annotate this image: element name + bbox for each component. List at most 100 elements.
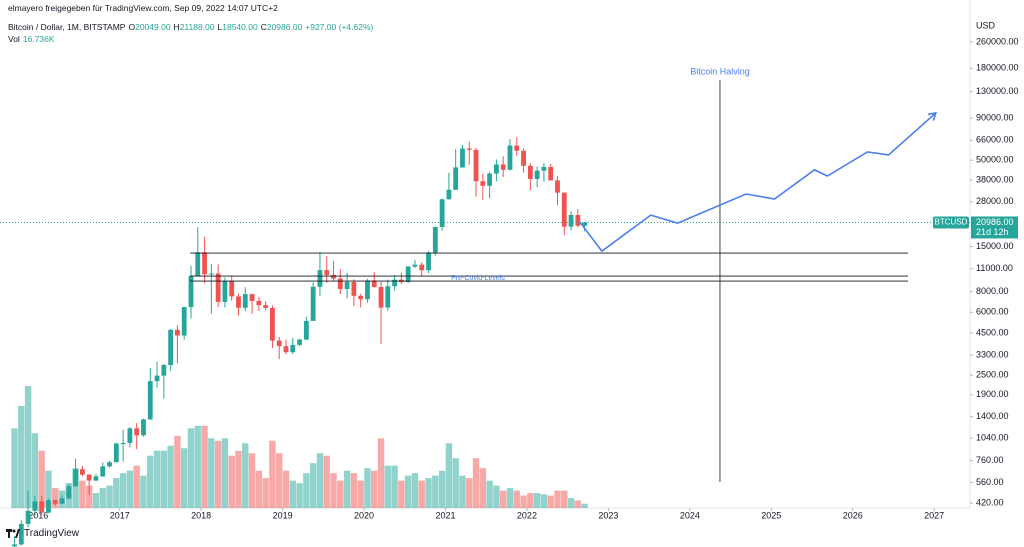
candle-body	[134, 428, 140, 436]
volume-bar	[506, 488, 514, 508]
y-tick-label: 15000.00	[976, 241, 1014, 251]
candle-body	[181, 307, 187, 336]
volume-bar	[113, 478, 120, 508]
volume-bar	[432, 475, 439, 508]
volume-bar	[377, 438, 385, 508]
volume-bar	[466, 478, 473, 508]
candle-body	[426, 252, 431, 271]
volume-bar	[174, 435, 181, 508]
candle-body	[439, 199, 445, 228]
candle-body	[331, 274, 336, 279]
volume-bar	[391, 465, 398, 508]
symbol: Bitcoin / Dollar, 1M, BITSTAMP	[8, 22, 126, 32]
y-tick-label: 130000.00	[976, 86, 1019, 96]
volume-bar	[303, 473, 310, 508]
ohlc-item: H21188.00	[174, 22, 215, 32]
volume-bar	[269, 440, 276, 508]
change: +927.00 (+4.62%)	[305, 22, 374, 32]
candle-body	[66, 486, 72, 499]
candle-body	[521, 150, 526, 166]
x-tick-label: 2027	[924, 510, 944, 520]
volume-bar	[180, 448, 188, 508]
projection-line	[579, 112, 937, 253]
volume-bar	[38, 450, 45, 508]
candle-body	[263, 305, 269, 308]
candle-body	[392, 279, 397, 287]
candle-body	[365, 280, 370, 300]
volume-bar	[242, 443, 249, 508]
y-tick-label: 760.00	[976, 455, 1004, 465]
brand: TradingView	[24, 528, 80, 539]
author: elmayero freigegeben für TradingView.com…	[8, 3, 278, 13]
candle-body	[487, 173, 493, 186]
candle-body	[127, 428, 133, 444]
volume-bar	[85, 485, 93, 508]
candle-body	[73, 469, 79, 487]
volume-bar	[31, 433, 39, 508]
candle-body	[446, 189, 452, 200]
x-tick-label: 2020	[354, 510, 374, 520]
candle-body	[317, 270, 323, 287]
candle-body	[249, 294, 255, 301]
candle-body	[276, 340, 282, 347]
volume-bar	[452, 458, 459, 508]
candle-body	[514, 145, 520, 151]
x-tick-label: 2026	[843, 510, 863, 520]
candle-body	[215, 273, 221, 302]
volume-bar	[296, 483, 303, 508]
logo	[6, 528, 20, 538]
volume-bar	[425, 478, 432, 508]
ohlc-item: O20049.00	[128, 22, 170, 32]
volume-bar	[371, 470, 378, 508]
ohlc-value: 18540.00	[222, 22, 258, 32]
candle-body	[460, 148, 465, 168]
y-tick-label: 260000.00	[976, 36, 1019, 46]
volume-bar	[499, 490, 507, 508]
volume-bar	[350, 473, 358, 508]
candle-body	[466, 148, 472, 150]
candle-body	[270, 307, 275, 341]
volume-bar	[547, 495, 554, 508]
y-tick-label: 11000.00	[976, 263, 1013, 273]
candle-body	[86, 474, 92, 481]
x-tick-label: 2025	[761, 510, 781, 520]
candle-body	[548, 166, 554, 181]
candle-body	[561, 192, 567, 227]
candle-body	[351, 282, 357, 296]
ohlc-letter: O	[128, 22, 136, 32]
volume-bar	[72, 468, 79, 508]
y-tick-label: 6000.00	[976, 307, 1009, 317]
volume-bar	[384, 465, 392, 508]
ohlc-item: C20986.00	[261, 22, 303, 32]
candle-body	[242, 294, 248, 308]
candle-body	[154, 375, 160, 382]
y-tick-label: 420.00	[976, 497, 1004, 507]
candle-body	[25, 510, 31, 524]
volume-bar	[309, 463, 317, 508]
candle-body	[283, 346, 289, 353]
currency: USD	[976, 20, 996, 30]
volume-bar	[106, 485, 113, 508]
candle-body	[582, 222, 588, 226]
x-tick-label: 2024	[680, 510, 700, 520]
volume-bar	[357, 480, 364, 508]
volume-bar	[11, 428, 18, 508]
candle-body	[405, 266, 411, 283]
candle-body	[453, 167, 459, 190]
volume-bar	[208, 438, 215, 508]
candle-body	[412, 264, 418, 267]
volume-bar	[438, 470, 446, 508]
volume-bar	[52, 488, 59, 508]
author-line: elmayero freigegeben für TradingView.com…	[8, 3, 281, 13]
volume-bar	[398, 480, 405, 508]
ohlc-letter: L	[217, 22, 223, 32]
volume-bar	[479, 468, 487, 508]
symbol-box	[933, 216, 969, 229]
candle-body	[229, 281, 235, 297]
y-tick-label: 8000.00	[976, 286, 1009, 296]
volume-bar	[520, 495, 527, 508]
volume-bar	[459, 475, 466, 508]
legend-line: Bitcoin / Dollar, 1M, BITSTAMP O20049.00 H…	[8, 22, 376, 32]
